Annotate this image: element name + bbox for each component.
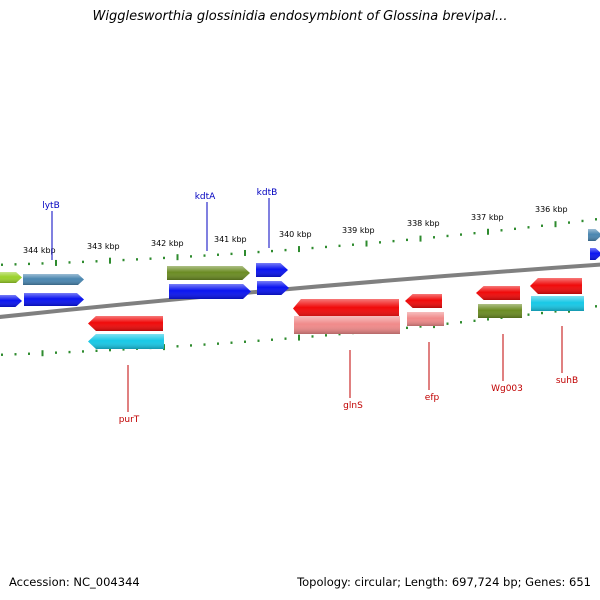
kbp-label: 340 kbp	[279, 230, 312, 239]
kbp-label: 338 kbp	[407, 219, 440, 228]
kbp-label: 344 kbp	[23, 246, 56, 255]
gene-feature[interactable]	[169, 284, 251, 299]
gene-labels: lytB kdtA kdtB purT glnS efp Wg003 suhB	[42, 188, 578, 425]
gene-feature[interactable]	[531, 296, 584, 311]
gene-label[interactable]: Wg003	[491, 384, 523, 394]
gene-feature[interactable]	[407, 312, 444, 326]
kbp-label: 339 kbp	[342, 226, 375, 235]
gene-feature[interactable]	[530, 278, 582, 294]
gene-feature[interactable]	[23, 274, 84, 285]
scale-labels: 344 kbp 343 kbp 342 kbp 341 kbp 340 kbp 339 k…	[23, 205, 568, 255]
gene-feature[interactable]	[257, 281, 289, 295]
map-title: Wigglesworthia glossinidia endosymbiont …	[92, 9, 508, 24]
gene-label[interactable]: efp	[425, 393, 440, 403]
gene-feature[interactable]	[0, 295, 22, 307]
gene-feature[interactable]	[88, 316, 163, 331]
kbp-label: 342 kbp	[151, 239, 184, 248]
accession-text: Accession: NC_004344	[9, 575, 140, 589]
gene-label[interactable]: purT	[119, 415, 140, 425]
gene-feature[interactable]	[588, 229, 600, 241]
gene-feature[interactable]	[0, 272, 22, 283]
gene-feature[interactable]	[167, 266, 250, 280]
gene-feature[interactable]	[24, 293, 84, 306]
gene-feature[interactable]	[476, 286, 520, 300]
kbp-label: 343 kbp	[87, 242, 120, 251]
gene-feature[interactable]	[478, 304, 522, 318]
gene-feature[interactable]	[88, 334, 164, 349]
gene-label[interactable]: kdtB	[257, 188, 278, 198]
gene-label[interactable]: glnS	[343, 401, 363, 411]
outer-tick-ring	[1, 218, 597, 266]
feature-layer	[0, 229, 600, 349]
gene-feature[interactable]	[590, 248, 600, 260]
gene-label[interactable]: lytB	[42, 201, 60, 211]
kbp-label: 337 kbp	[471, 213, 504, 222]
gene-feature[interactable]	[256, 263, 288, 277]
genome-backbone	[0, 262, 600, 319]
gene-feature[interactable]	[405, 294, 442, 308]
kbp-label: 341 kbp	[214, 235, 247, 244]
gene-feature[interactable]	[293, 299, 399, 318]
gene-label[interactable]: kdtA	[195, 192, 216, 202]
topology-summary: Topology: circular; Length: 697,724 bp; …	[297, 575, 591, 589]
gene-feature[interactable]	[294, 316, 400, 334]
gene-label[interactable]: suhB	[556, 376, 578, 386]
kbp-label: 336 kbp	[535, 205, 568, 214]
